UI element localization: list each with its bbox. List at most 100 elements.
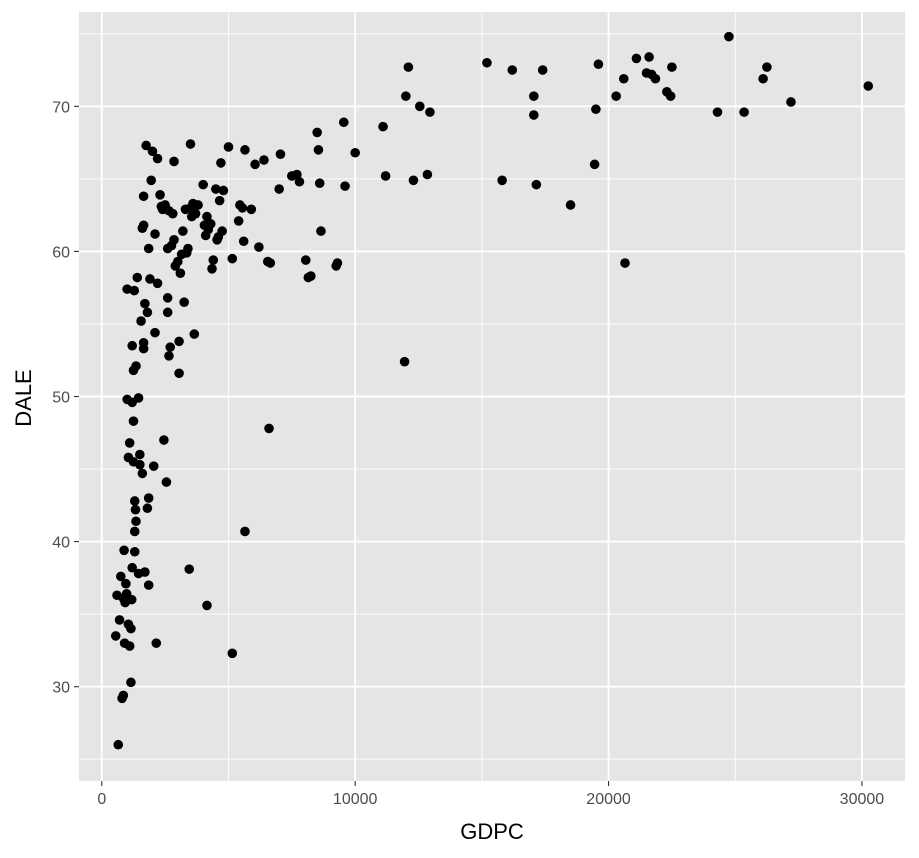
data-point — [137, 468, 148, 479]
data-point — [162, 293, 173, 303]
major-gridlines — [79, 12, 905, 781]
data-point — [227, 253, 238, 264]
data-point — [275, 149, 286, 159]
data-point — [146, 175, 157, 186]
data-point — [175, 268, 186, 278]
data-point — [202, 211, 212, 222]
data-point — [142, 503, 153, 514]
data-point — [128, 416, 139, 426]
data-point — [739, 107, 749, 117]
data-point — [863, 81, 874, 91]
data-point — [529, 91, 539, 101]
data-point — [198, 179, 208, 190]
data-point — [184, 564, 195, 574]
data-point — [233, 216, 244, 226]
data-point — [208, 255, 219, 265]
data-point — [169, 234, 179, 245]
data-point — [399, 356, 410, 367]
data-point — [143, 493, 154, 503]
data-point — [250, 159, 260, 170]
data-point — [593, 59, 604, 70]
data-point — [129, 496, 140, 506]
data-point — [214, 195, 225, 206]
data-point — [591, 104, 601, 115]
data-point — [332, 258, 343, 268]
data-point — [127, 340, 138, 351]
data-point — [211, 184, 221, 194]
data-point — [338, 117, 349, 128]
data-point — [589, 159, 600, 170]
data-point — [140, 298, 150, 309]
data-point — [425, 107, 435, 117]
data-point — [179, 297, 189, 307]
data-point — [537, 65, 548, 75]
data-point — [306, 271, 316, 281]
data-point — [150, 229, 160, 239]
data-point — [408, 175, 419, 186]
x-axis-title: GDPC — [460, 819, 524, 844]
data-point — [786, 97, 796, 107]
data-points — [110, 31, 874, 750]
data-point — [259, 155, 269, 165]
y-tick-label: 50 — [52, 390, 70, 407]
data-point — [121, 578, 131, 589]
data-point — [118, 690, 129, 701]
data-point — [169, 156, 179, 167]
data-point — [529, 110, 539, 120]
data-point — [762, 62, 772, 72]
data-point — [162, 307, 173, 318]
data-point — [422, 169, 433, 180]
data-point — [132, 272, 143, 283]
data-point — [161, 477, 172, 487]
data-point — [150, 327, 160, 338]
data-point — [712, 107, 723, 117]
data-point — [129, 285, 140, 296]
data-point — [378, 121, 388, 132]
data-point — [193, 200, 203, 210]
data-point — [136, 316, 146, 326]
data-point — [218, 185, 229, 196]
data-point — [313, 145, 324, 155]
data-point — [126, 623, 136, 634]
data-point — [217, 226, 227, 236]
data-point — [116, 571, 126, 582]
data-point — [237, 203, 248, 213]
data-point — [240, 145, 250, 155]
data-point — [223, 142, 234, 152]
data-point — [531, 179, 542, 190]
data-point — [724, 31, 734, 42]
data-point — [131, 516, 141, 527]
y-axis: 30 40 50 60 70 — [52, 99, 79, 697]
y-tick-label: 70 — [52, 99, 70, 116]
data-point — [113, 739, 124, 750]
data-point — [130, 504, 141, 515]
data-point — [205, 219, 216, 229]
data-point — [414, 101, 425, 112]
data-point — [507, 65, 518, 75]
data-point — [124, 641, 135, 651]
data-point — [131, 361, 141, 371]
data-point — [135, 459, 145, 470]
data-point — [133, 393, 144, 403]
data-point — [190, 208, 201, 219]
data-point — [129, 526, 140, 537]
data-point — [189, 329, 200, 339]
x-tick-label: 30000 — [840, 791, 885, 808]
data-point — [167, 208, 178, 219]
data-point — [152, 153, 163, 164]
data-point — [620, 258, 630, 268]
data-point — [110, 631, 121, 641]
data-point — [165, 342, 176, 352]
data-point — [143, 580, 154, 590]
data-point — [665, 91, 676, 101]
data-point — [142, 307, 153, 318]
data-point — [152, 278, 163, 289]
data-point — [265, 258, 276, 268]
y-tick-label: 30 — [52, 680, 70, 697]
y-axis-title: DALE — [11, 369, 36, 426]
data-point — [758, 73, 768, 84]
data-point — [565, 200, 576, 210]
data-point — [650, 73, 661, 84]
data-point — [403, 62, 414, 72]
